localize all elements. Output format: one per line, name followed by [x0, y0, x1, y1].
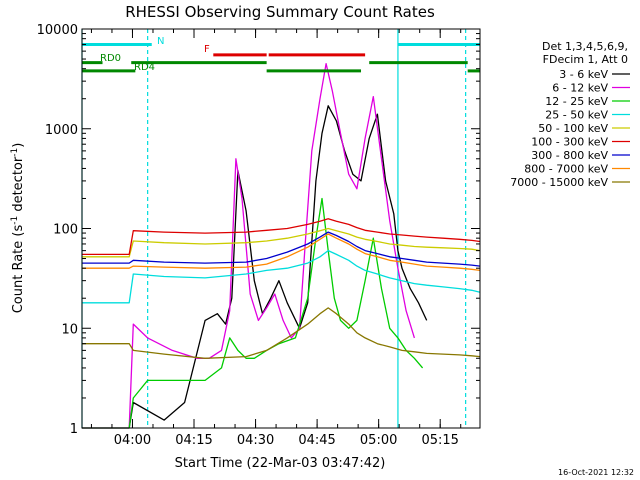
y-label-sup1: -1 [10, 216, 20, 225]
legend-label-5: 100 - 300 keV [531, 136, 608, 149]
series-line-3 [82, 249, 481, 304]
y-label-main: Count Rate (s [11, 225, 26, 314]
footer-timestamp: 16-Oct-2021 12:32 [558, 468, 634, 477]
legend: Det 1,3,4,5,6,9, FDecim 1, Att 0 3 - 6 k… [510, 40, 630, 189]
flag-label-f: F [204, 44, 210, 55]
flag-bars: N F RD0 RD4 [82, 36, 480, 73]
legend-header-line-1: Det 1,3,4,5,6,9, [542, 40, 628, 53]
y-tick-label: 10000 [37, 23, 78, 38]
legend-label-6: 300 - 800 keV [531, 149, 608, 162]
legend-label-0: 3 - 6 keV [559, 68, 608, 81]
flag-label-rd0: RD0 [100, 53, 121, 64]
x-tick-label: 04:15 [175, 433, 212, 448]
y-tick-label: 1 [70, 422, 78, 437]
series-line-4 [82, 227, 481, 258]
x-axis-label: Start Time (22-Mar-03 03:47:42) [175, 456, 386, 471]
x-tick-label: 04:30 [237, 433, 274, 448]
series-line-7 [82, 233, 481, 272]
x-tick-label: 04:00 [114, 433, 151, 448]
y-label-sup2: -1 [10, 148, 20, 157]
y-tick-label: 1000 [45, 123, 78, 138]
series-lines [82, 62, 481, 429]
series-line-5 [82, 218, 481, 256]
y-tick-label: 10 [61, 322, 78, 337]
x-tick-label: 04:45 [298, 433, 335, 448]
y-tick-label: 100 [53, 223, 78, 238]
series-line-2 [82, 197, 424, 429]
y-axis-ticks: 1 10 100 1000 10000 [37, 23, 480, 437]
x-axis-ticks: 04:00 04:15 04:30 04:45 05:00 05:15 [90, 29, 462, 448]
series-line-8 [82, 307, 481, 359]
legend-label-3: 25 - 50 keV [545, 109, 608, 122]
chart-title: RHESSI Observing Summary Count Rates [125, 3, 435, 21]
y-label-end: ) [11, 143, 26, 148]
x-tick-label: 05:00 [360, 433, 397, 448]
series-line-6 [82, 231, 481, 267]
legend-label-2: 12 - 25 keV [545, 95, 608, 108]
legend-label-1: 6 - 12 keV [552, 82, 608, 95]
series-line-0 [82, 105, 428, 429]
flag-label-n: N [157, 36, 164, 47]
y-label-mid: detector [11, 156, 26, 216]
legend-label-4: 50 - 100 keV [538, 122, 608, 135]
legend-header-line-2: FDecim 1, Att 0 [543, 53, 628, 66]
flag-label-rd4: RD4 [134, 62, 155, 73]
legend-label-7: 800 - 7000 keV [524, 163, 608, 176]
legend-label-8: 7000 - 15000 keV [510, 176, 608, 189]
x-tick-label: 05:15 [421, 433, 458, 448]
y-axis-label: Count Rate (s-1 detector-1) [10, 143, 26, 314]
